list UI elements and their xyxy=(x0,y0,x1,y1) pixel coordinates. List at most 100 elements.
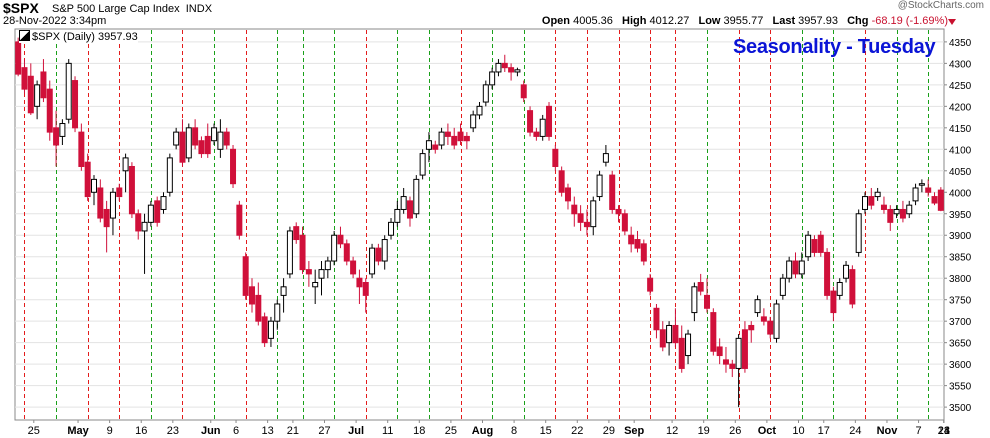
candle-body xyxy=(817,234,824,253)
candle-body xyxy=(97,187,104,219)
candle-body xyxy=(786,260,793,279)
candle-body xyxy=(533,131,540,137)
candle-body xyxy=(482,84,489,103)
candle-body xyxy=(937,189,944,211)
candle-body xyxy=(381,239,388,262)
candle-body xyxy=(103,208,110,228)
candle-body xyxy=(508,67,515,73)
x-month-label: Jun xyxy=(201,425,221,437)
chart-header: $SPX S&P 500 Large Cap Index INDX 28-Nov… xyxy=(0,0,990,28)
candle-body xyxy=(470,114,477,129)
y-tick-label: 3700 xyxy=(949,317,972,328)
y-tick-label: 4050 xyxy=(949,167,972,178)
high-value: 4012.27 xyxy=(649,15,690,27)
candle-body xyxy=(122,157,129,172)
x-tick-label: 12 xyxy=(666,425,678,437)
x-month-label: Nov xyxy=(877,425,899,437)
candle-body xyxy=(748,324,755,331)
candle-body xyxy=(577,213,584,223)
x-tick-label: 21 xyxy=(938,425,950,437)
candle-body xyxy=(539,118,546,137)
candle-body xyxy=(400,196,407,210)
x-month-label: Jul xyxy=(348,425,364,437)
candle-body xyxy=(716,346,723,357)
candle-body xyxy=(299,234,306,271)
candle-body xyxy=(571,204,578,215)
candle-body xyxy=(760,316,767,322)
candle-body xyxy=(685,333,692,357)
candle-body xyxy=(356,277,363,288)
candle-body xyxy=(286,230,293,275)
candle-body xyxy=(343,243,350,262)
candle-body xyxy=(65,62,72,120)
candle-body xyxy=(255,294,262,322)
y-tick-label: 3750 xyxy=(949,296,972,307)
candle-body xyxy=(27,75,34,114)
candle-body xyxy=(918,183,925,186)
candle-body xyxy=(179,131,186,163)
x-tick-label: 26 xyxy=(729,425,741,437)
candle-body xyxy=(128,165,135,215)
candle-body xyxy=(413,178,420,215)
candle-body xyxy=(375,247,382,262)
candle-body xyxy=(792,260,799,275)
candle-body xyxy=(242,256,249,296)
candle-body xyxy=(185,127,192,159)
candle-body xyxy=(337,234,344,245)
candle-body xyxy=(862,196,869,210)
chg-label: Chg xyxy=(847,15,869,27)
candle-body xyxy=(280,286,287,296)
y-tick-label: 3600 xyxy=(949,360,972,371)
x-month-label: Aug xyxy=(472,425,493,437)
candle-body xyxy=(318,269,325,279)
y-tick-label: 3800 xyxy=(949,274,972,285)
y-tick-label: 4000 xyxy=(949,188,972,199)
candle-body xyxy=(444,131,451,137)
candle-body xyxy=(274,303,281,322)
x-tick-label: 9 xyxy=(107,425,113,437)
index-name-text: S&P 500 Large Cap Index xyxy=(52,3,180,15)
x-tick-label: 10 xyxy=(792,425,804,437)
high-label: High xyxy=(622,15,647,27)
y-tick-label: 4350 xyxy=(949,38,972,49)
candle-body xyxy=(659,329,666,348)
x-tick-label: 29 xyxy=(603,425,615,437)
candle-body xyxy=(198,140,205,155)
candle-body xyxy=(830,290,837,314)
low-label: Low xyxy=(698,15,721,27)
candle-body xyxy=(21,67,28,90)
candle-body xyxy=(596,174,603,198)
exchange-label: INDX xyxy=(185,3,213,15)
candle-body xyxy=(798,260,805,275)
candle-body xyxy=(672,324,679,344)
candle-body xyxy=(849,269,856,305)
x-tick-label: 24 xyxy=(849,425,861,437)
x-tick-label: 25 xyxy=(445,425,457,437)
candle-body xyxy=(46,88,53,133)
low-value: 3955.77 xyxy=(723,15,764,27)
candle-body xyxy=(476,105,483,116)
candle-body xyxy=(868,196,875,206)
candle-body xyxy=(362,282,369,296)
x-tick-label: 28 xyxy=(938,425,950,437)
candle-body xyxy=(40,71,47,99)
candle-body xyxy=(558,170,565,193)
y-tick-label: 3500 xyxy=(949,403,972,414)
chg-value: -68.19 (-1.69%) xyxy=(871,15,948,27)
candle-body xyxy=(520,84,527,99)
candle-body xyxy=(843,264,850,279)
candle-body xyxy=(552,148,559,167)
candle-body xyxy=(324,260,331,271)
x-month-label: Oct xyxy=(758,425,777,437)
candle-body xyxy=(109,191,116,219)
candle-body xyxy=(406,200,413,219)
candle-body xyxy=(906,204,913,215)
x-tick-label: 14 xyxy=(938,425,950,437)
candle-body xyxy=(640,243,647,262)
candle-body xyxy=(166,157,173,193)
candle-body xyxy=(90,178,97,193)
x-tick-label: 19 xyxy=(698,425,710,437)
x-tick-label: 16 xyxy=(135,425,147,437)
candle-body xyxy=(388,221,395,236)
